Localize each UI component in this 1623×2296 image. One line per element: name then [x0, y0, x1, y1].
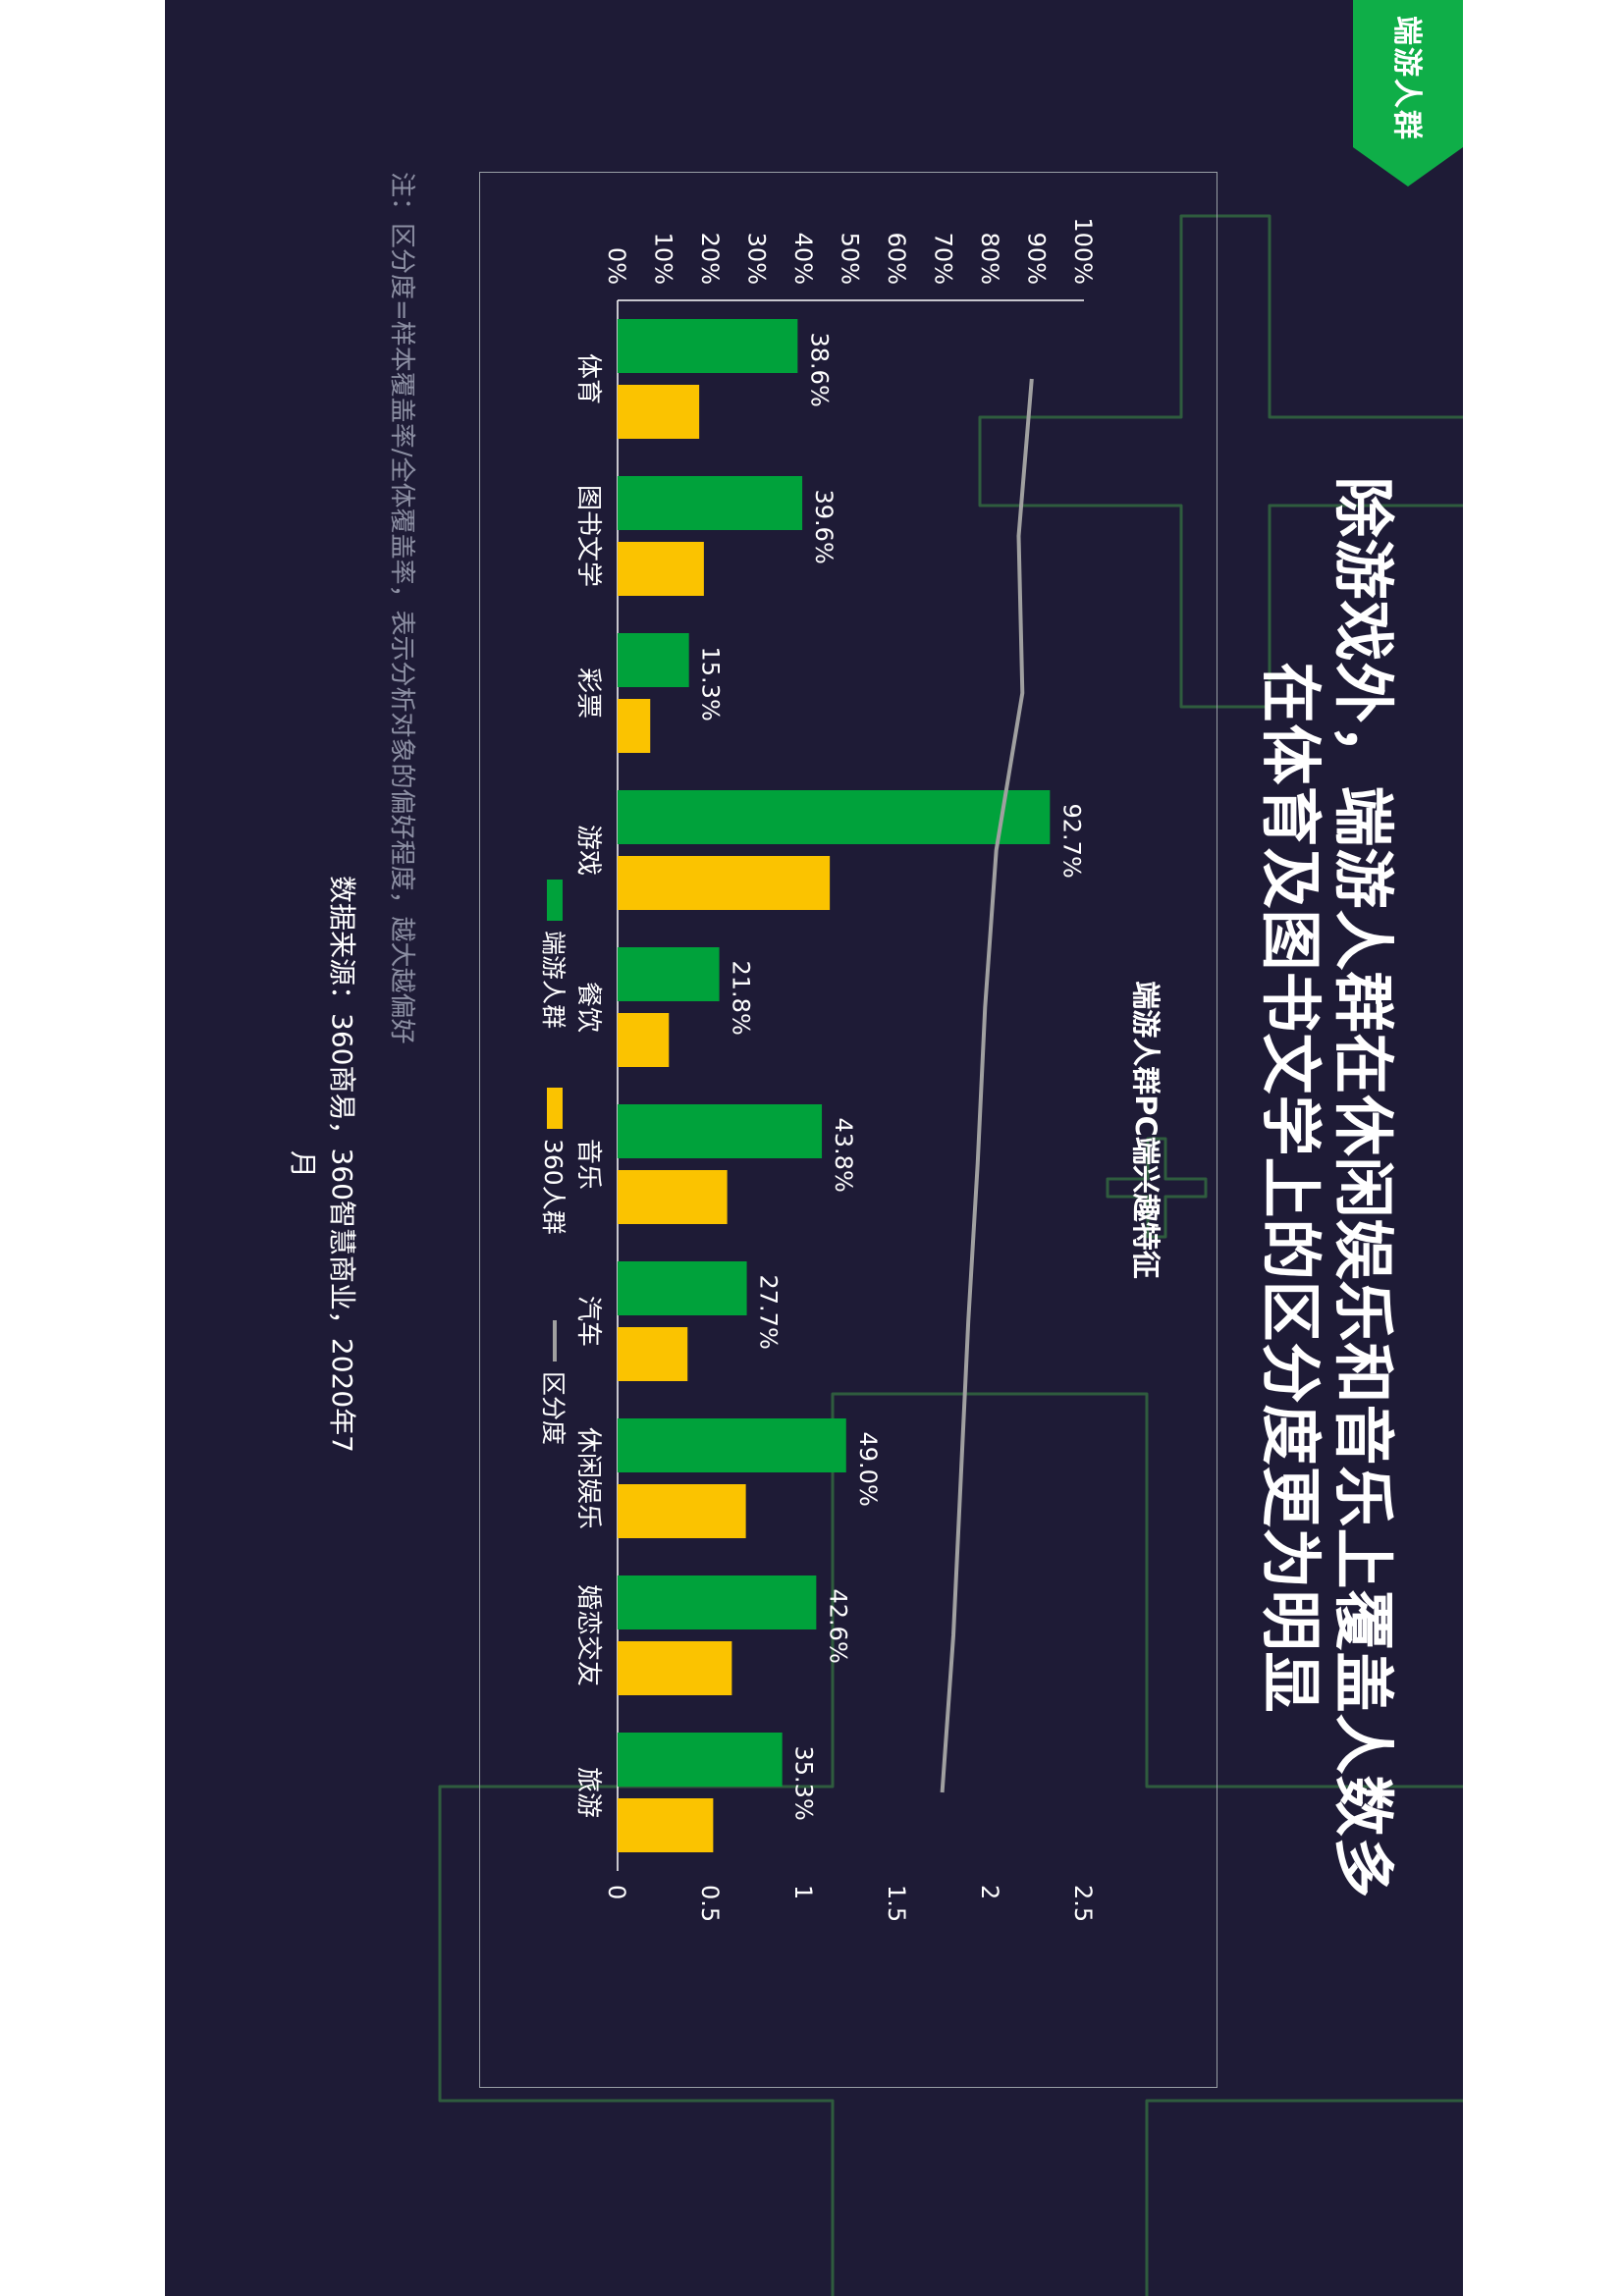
- bar-端游人群: [618, 1575, 817, 1629]
- legend-swatch: [547, 880, 563, 921]
- background-decoration: [438, 214, 1463, 2296]
- bar-data-label: 38.6%: [805, 333, 833, 407]
- footnote: 注：区分度=样本覆盖率/全体覆盖率，表示分析对象的偏好程度，越大越偏好: [387, 172, 416, 1044]
- category-label: 体育: [573, 353, 603, 404]
- plus-decoration: [1106, 1137, 1208, 1239]
- right-axis-tick: 2: [976, 1885, 1003, 1899]
- bar-data-label: 21.8%: [728, 961, 755, 1036]
- category-label: 彩票: [573, 667, 603, 719]
- left-axis-tick: 100%: [1069, 217, 1097, 285]
- category-label: 汽车: [573, 1296, 603, 1347]
- bar-360人群: [618, 1798, 714, 1852]
- rotated-content: 端游人群 除游戏外，端游人群在休闲娱乐和音乐上覆盖人数多 在体育及图书文学上的区…: [165, 0, 1463, 2296]
- bar-360人群: [618, 1484, 746, 1538]
- left-axis-tick: 20%: [696, 233, 724, 285]
- section-tag: 端游人群: [1353, 0, 1463, 187]
- chart-title: 端游人群PC端兴趣特征: [1129, 981, 1163, 1279]
- line-区分度: [940, 378, 1034, 1793]
- bar-端游人群: [617, 790, 1051, 844]
- bar-data-label: 27.7%: [755, 1275, 783, 1350]
- legend-label: 360人群: [539, 1139, 568, 1235]
- bar-360人群: [618, 699, 651, 753]
- bar-端游人群: [618, 476, 803, 530]
- right-axis-tick: 2.5: [1069, 1885, 1097, 1922]
- left-axis-tick: 50%: [837, 233, 864, 285]
- plus-decoration: [978, 214, 1463, 709]
- plus-decoration: [438, 1392, 1463, 2296]
- left-axis-tick: 90%: [1023, 233, 1051, 285]
- bar-data-label: 49.0%: [854, 1432, 882, 1507]
- bar-端游人群: [618, 319, 798, 373]
- right-axis-tick: 0: [603, 1885, 630, 1899]
- page-panel: 端游人群 除游戏外，端游人群在休闲娱乐和音乐上覆盖人数多 在体育及图书文学上的区…: [165, 0, 1463, 2296]
- left-axis-tick: 0%: [603, 247, 630, 285]
- bar-端游人群: [617, 947, 720, 1001]
- bar-端游人群: [617, 1733, 783, 1787]
- left-axis-tick: 80%: [976, 233, 1003, 285]
- bar-端游人群: [618, 1418, 846, 1472]
- bar-360人群: [618, 1641, 732, 1695]
- bar-360人群: [618, 1170, 728, 1224]
- left-axis-tick: 70%: [930, 233, 957, 285]
- data-source: 数据来源：360商易，360智慧商业，2020年7月: [287, 876, 358, 1453]
- left-axis-tick: 60%: [883, 233, 910, 285]
- legend-label: 端游人群: [539, 931, 568, 1029]
- category-label: 休闲娱乐: [573, 1427, 603, 1529]
- bar-data-label: 35.3%: [790, 1746, 818, 1821]
- bar-data-label: 42.6%: [824, 1589, 851, 1664]
- bar-data-label: 43.8%: [830, 1118, 857, 1193]
- bar-360人群: [618, 385, 700, 439]
- legend-label: 区分度: [539, 1371, 568, 1445]
- tag-label: 端游人群: [1389, 16, 1424, 141]
- category-label: 旅游: [573, 1767, 603, 1818]
- bar-360人群: [618, 856, 831, 910]
- bar-360人群: [618, 542, 704, 596]
- tag-shape: [1353, 0, 1463, 187]
- page-title-line-1: 除游戏外，端游人群在休闲娱乐和音乐上覆盖人数多: [1327, 476, 1399, 1899]
- right-axis-tick: 0.5: [696, 1885, 724, 1922]
- left-axis-tick: 40%: [789, 233, 817, 285]
- category-label: 图书文学: [573, 485, 603, 587]
- category-label: 音乐: [573, 1139, 603, 1190]
- bar-端游人群: [617, 1104, 823, 1158]
- left-axis-tick: 30%: [743, 233, 771, 285]
- chart-frame: 端游人群PC端兴趣特征 0% 10% 20% 30% 40% 50% 60% 70% 80% 90%…: [479, 172, 1217, 2088]
- bar-端游人群: [618, 1261, 747, 1315]
- bar-data-label: 92.7%: [1057, 804, 1085, 879]
- bar-360人群: [618, 1327, 688, 1381]
- bar-端游人群: [617, 633, 689, 687]
- right-axis-tick: 1: [789, 1885, 817, 1899]
- chart: 端游人群PC端兴趣特征 0% 10% 20% 30% 40% 50% 60% 70% 80% 90%…: [539, 217, 1163, 1922]
- right-axis-tick: 1.5: [883, 1885, 910, 1922]
- left-axis-tick: 10%: [650, 233, 677, 285]
- legend-swatch: [547, 1088, 563, 1129]
- bar-data-label: 15.3%: [697, 647, 725, 721]
- bar-data-label: 39.6%: [810, 490, 838, 564]
- category-label: 餐饮: [573, 982, 603, 1033]
- bar-360人群: [618, 1013, 670, 1067]
- category-label: 婚恋交友: [573, 1584, 603, 1686]
- category-label: 游戏: [573, 825, 603, 876]
- page-title-line-2: 在体育及图书文学上的区分度更为明显: [1255, 662, 1326, 1714]
